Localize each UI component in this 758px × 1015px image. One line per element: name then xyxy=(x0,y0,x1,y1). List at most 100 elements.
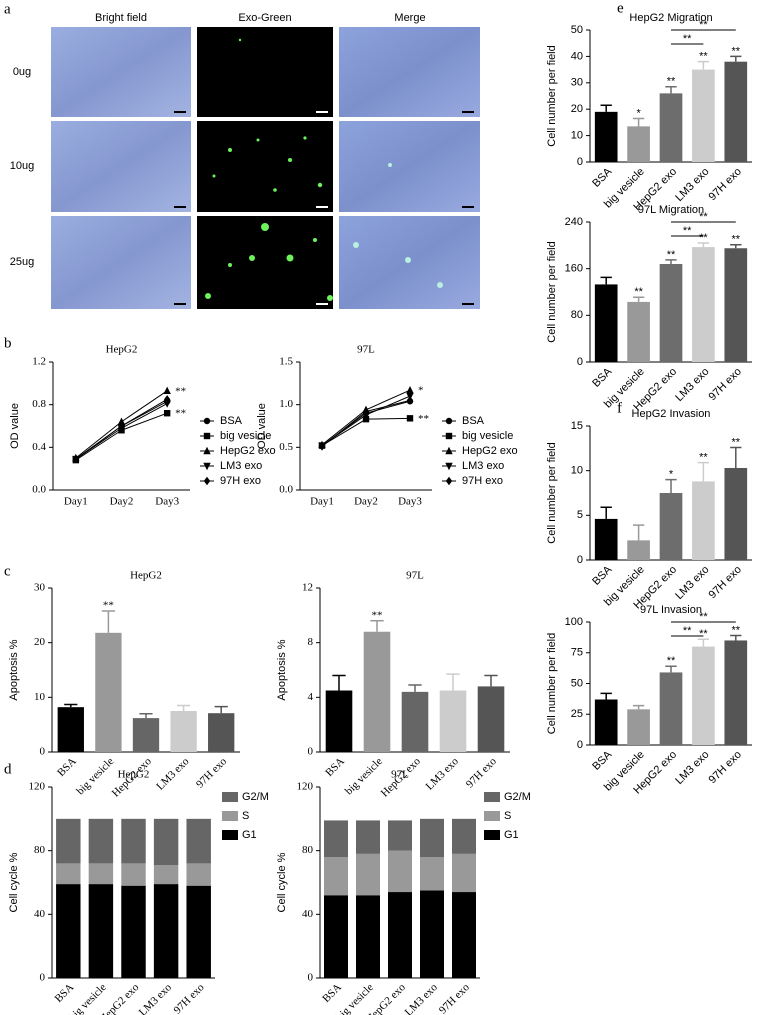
error-bar xyxy=(484,674,498,687)
x-tick-label: LM3 exo xyxy=(673,166,711,204)
legend-marker xyxy=(203,432,211,440)
x-tick-label: 97H exo xyxy=(464,755,499,790)
point xyxy=(318,442,326,451)
panel-letter: d xyxy=(4,761,12,777)
significance-label: ** xyxy=(732,624,741,636)
legend-label: big vesicle xyxy=(220,430,271,442)
bar xyxy=(477,686,505,752)
bar xyxy=(57,707,84,752)
bar-segment xyxy=(356,820,380,854)
y-axis-label: OD value xyxy=(256,403,268,449)
legend-swatch xyxy=(222,830,238,840)
x-tick-label: 97H exo xyxy=(437,981,472,1015)
chart-title: HepG2 xyxy=(106,344,138,356)
comparison-label: ** xyxy=(683,33,692,45)
y-tick-label: 20 xyxy=(34,636,46,648)
point xyxy=(406,385,414,394)
error-bar xyxy=(446,673,460,691)
y-tick-label: 0.0 xyxy=(279,484,293,496)
significance-label: ** xyxy=(667,76,676,88)
bar-segment xyxy=(88,818,114,864)
line xyxy=(321,417,411,447)
x-tick-label: Day3 xyxy=(155,496,179,508)
x-tick-label: BSA xyxy=(323,755,347,779)
bar xyxy=(627,301,650,362)
bar-segment xyxy=(56,863,81,885)
fluorescent-spots xyxy=(205,38,443,301)
error-bar xyxy=(600,104,612,112)
error-bar xyxy=(600,506,612,519)
error-bar xyxy=(730,446,742,468)
legend-swatch xyxy=(484,811,500,821)
y-axis-label: Cell number per field xyxy=(546,45,558,147)
x-tick-label: BSA xyxy=(53,981,77,1005)
comparison-label: ** xyxy=(683,225,692,237)
legend-label: 97H exo xyxy=(462,475,503,487)
y-axis-label: OD value xyxy=(9,403,21,449)
x-tick-label: BSA xyxy=(590,563,615,588)
legend-label: BSA xyxy=(220,415,243,427)
y-tick-label: 0 xyxy=(577,356,583,368)
chart-title: HepG2 xyxy=(130,570,162,582)
y-tick-label: 0.0 xyxy=(32,484,46,496)
bar xyxy=(692,481,715,560)
legend-swatch xyxy=(222,811,238,821)
bar xyxy=(659,264,683,362)
bar-segment xyxy=(324,895,348,978)
y-tick-label: 240 xyxy=(565,216,583,228)
microscopy-panel: Bright field Exo-Green Merge 0ug 10ug 25… xyxy=(10,12,480,309)
y-tick-label: 0.8 xyxy=(32,398,46,410)
x-tick-label: 97H exo xyxy=(707,564,744,601)
x-tick-label: 97H exo xyxy=(707,749,744,786)
error-bar xyxy=(632,117,645,127)
legend-marker xyxy=(445,462,453,471)
error-bar xyxy=(632,296,645,302)
bar-segment xyxy=(88,863,114,885)
legend-label: HepG2 exo xyxy=(462,445,518,457)
y-tick-label: 1.5 xyxy=(279,356,293,368)
y-axis-label: Cell number per field xyxy=(546,241,558,343)
bar-segment xyxy=(56,818,81,864)
column-header: Merge xyxy=(394,12,425,24)
y-tick-label: 4 xyxy=(308,691,314,703)
legend-label: G1 xyxy=(504,829,519,841)
y-tick-label: 0 xyxy=(40,746,46,758)
bar xyxy=(325,690,353,752)
y-tick-label: 0 xyxy=(308,746,314,758)
bar-segment xyxy=(388,850,412,893)
y-tick-label: 80 xyxy=(302,844,314,856)
comparison-label: ** xyxy=(683,625,692,637)
legend-marker xyxy=(445,432,453,440)
x-tick-label: LM3 exo xyxy=(154,755,192,793)
x-tick-label: 97H exo xyxy=(707,366,744,403)
error-bar xyxy=(214,705,228,714)
row-label: 10ug xyxy=(10,160,34,172)
significance-label: ** xyxy=(699,452,708,464)
legend-label: 97H exo xyxy=(220,475,261,487)
bar xyxy=(659,93,683,162)
image xyxy=(51,121,191,212)
error-bar xyxy=(697,638,710,647)
point xyxy=(163,395,171,404)
y-tick-label: 80 xyxy=(34,844,46,856)
image xyxy=(197,216,333,309)
x-tick-label: Day2 xyxy=(110,496,134,508)
x-tick-label: 97H exo xyxy=(707,166,744,203)
bar-segment xyxy=(121,818,146,864)
significance-label: * xyxy=(669,469,674,481)
error-bar xyxy=(665,259,677,264)
error-bar xyxy=(632,524,645,541)
bar xyxy=(692,69,715,162)
comparison-label: ** xyxy=(699,611,708,623)
bar xyxy=(724,248,748,362)
legend-label: G2/M xyxy=(242,791,269,803)
chart-title: HepG2 xyxy=(118,769,150,781)
y-axis-label: Cell cycle % xyxy=(8,852,20,912)
significance-label: ** xyxy=(175,408,186,420)
chart-title: HepG2 Migration xyxy=(629,12,712,24)
y-tick-label: 12 xyxy=(302,582,313,594)
significance-label: ** xyxy=(418,413,429,425)
significance-label: ** xyxy=(699,628,708,640)
